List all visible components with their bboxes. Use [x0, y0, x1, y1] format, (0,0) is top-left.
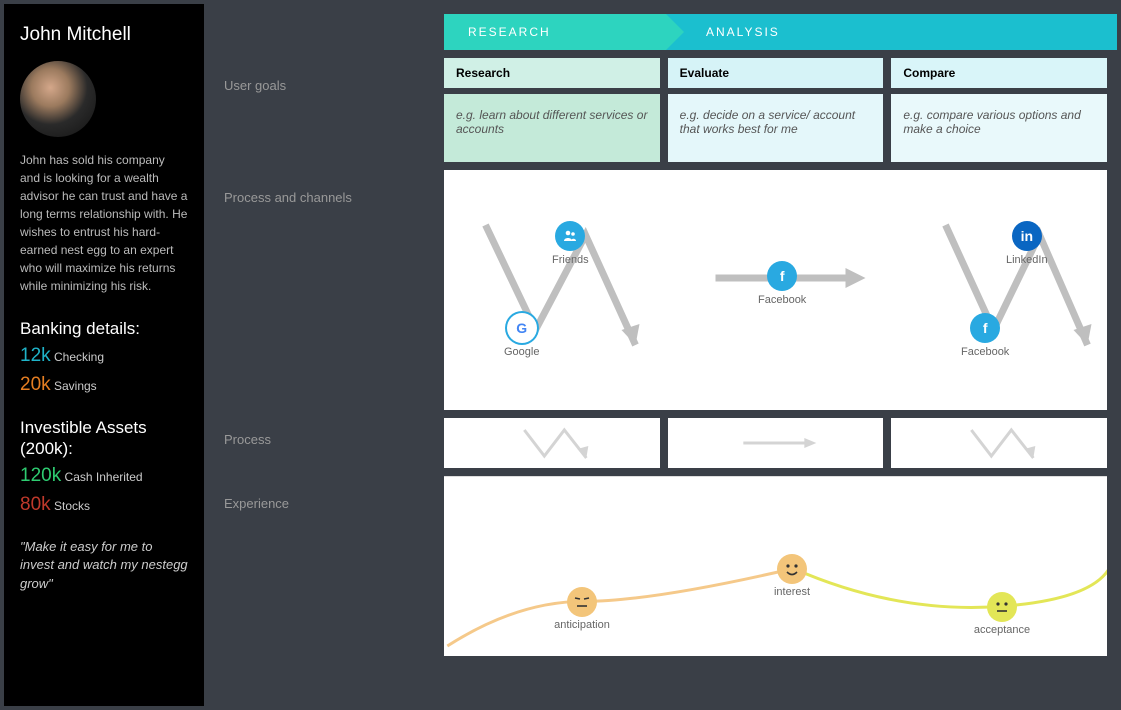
emotion-point — [987, 592, 1017, 622]
row-label-channels: Process and channels — [204, 170, 444, 410]
channel-label: Friends — [552, 254, 589, 266]
goal-body: e.g. learn about different services or a… — [444, 94, 660, 162]
phase-bar: RESEARCH ANALYSIS — [444, 14, 1117, 50]
stat-line: 80k Stocks — [20, 492, 188, 519]
channel-label: Facebook — [961, 346, 1009, 358]
row-label-goals: User goals — [204, 58, 444, 162]
goal-header: Evaluate — [668, 58, 884, 88]
channel-label: Google — [504, 346, 539, 358]
persona-description: John has sold his company and is looking… — [20, 151, 188, 295]
g-icon: G — [516, 320, 527, 336]
channel-label: LinkedIn — [1006, 254, 1048, 266]
persona-avatar — [20, 61, 96, 137]
process-box-1 — [444, 418, 660, 468]
row-experience: Experience anticipation interest acceptanc… — [204, 476, 1117, 656]
skeptic-icon — [567, 587, 597, 617]
asset-stats: 120k Cash Inherited80k Stocks — [20, 463, 188, 518]
assets-heading: Investible Assets (200k): — [20, 418, 188, 459]
smile-icon — [777, 554, 807, 584]
row-channels: Process and channels — [204, 170, 1117, 410]
persona-name: John Mitchell — [20, 22, 188, 49]
process-box-3 — [891, 418, 1107, 468]
channel-node: in LinkedIn — [1006, 221, 1048, 266]
goal-column: Evaluate e.g. decide on a service/ accoun… — [668, 58, 884, 162]
stat-value: 80k — [20, 494, 51, 515]
row-process: Process — [204, 418, 1117, 468]
phase-analysis: ANALYSIS — [666, 14, 1117, 50]
journey-main: RESEARCH ANALYSIS User goals Research e.g… — [204, 4, 1117, 706]
stat-line: 20k Savings — [20, 372, 188, 399]
process-content — [444, 418, 1117, 468]
stat-label: Stocks — [51, 499, 90, 513]
channels-canvas: Friends G Google f Facebook in LinkedIn f Facebo… — [444, 170, 1107, 410]
phase-research: RESEARCH — [444, 14, 666, 50]
friends-icon — [562, 228, 578, 244]
in-icon: in — [1021, 228, 1033, 244]
f-icon: f — [780, 268, 785, 284]
persona-quote: "Make it easy for me to invest and watch… — [20, 538, 188, 593]
emotion-point — [777, 554, 807, 584]
stat-line: 120k Cash Inherited — [20, 463, 188, 490]
channel-node: Friends — [552, 221, 589, 266]
stat-value: 120k — [20, 465, 61, 486]
channel-node: G Google — [504, 313, 539, 358]
row-goals: User goals Research e.g. learn about diff… — [204, 58, 1117, 162]
stat-value: 20k — [20, 374, 51, 395]
neutral-icon — [987, 592, 1017, 622]
channels-content: Friends G Google f Facebook in LinkedIn f Facebo… — [444, 170, 1117, 410]
banking-stats: 12k Checking20k Savings — [20, 343, 188, 398]
row-label-process: Process — [204, 418, 444, 468]
experience-canvas: anticipation interest acceptance — [444, 476, 1107, 656]
stat-value: 12k — [20, 345, 51, 366]
stat-label: Cash Inherited — [61, 470, 142, 484]
channel-label: Facebook — [758, 294, 806, 306]
emotion-label: interest — [752, 586, 832, 598]
goal-column: Research e.g. learn about different servi… — [444, 58, 660, 162]
goal-header: Compare — [891, 58, 1107, 88]
process-zigzag-icon — [891, 418, 1107, 468]
process-arrow-icon — [668, 418, 884, 468]
goal-body: e.g. decide on a service/ account that w… — [668, 94, 884, 162]
goal-header: Research — [444, 58, 660, 88]
f-icon: f — [983, 320, 988, 336]
rows: User goals Research e.g. learn about diff… — [204, 50, 1117, 656]
emotion-label: acceptance — [962, 624, 1042, 636]
emotion-label: anticipation — [542, 619, 622, 631]
emotion-point — [567, 587, 597, 617]
persona-sidebar: John Mitchell John has sold his company … — [4, 4, 204, 706]
stat-label: Checking — [51, 350, 104, 364]
goals-content: Research e.g. learn about different servi… — [444, 58, 1117, 162]
channel-node: f Facebook — [758, 261, 806, 306]
stat-label: Savings — [51, 379, 97, 393]
process-zigzag-icon — [444, 418, 660, 468]
row-label-experience: Experience — [204, 476, 444, 656]
banking-heading: Banking details: — [20, 319, 188, 339]
journey-map: John Mitchell John has sold his company … — [4, 4, 1117, 706]
goal-body: e.g. compare various options and make a … — [891, 94, 1107, 162]
goal-column: Compare e.g. compare various options and … — [891, 58, 1107, 162]
channel-node: f Facebook — [961, 313, 1009, 358]
stat-line: 12k Checking — [20, 343, 188, 370]
process-box-2 — [668, 418, 884, 468]
experience-content: anticipation interest acceptance — [444, 476, 1117, 656]
